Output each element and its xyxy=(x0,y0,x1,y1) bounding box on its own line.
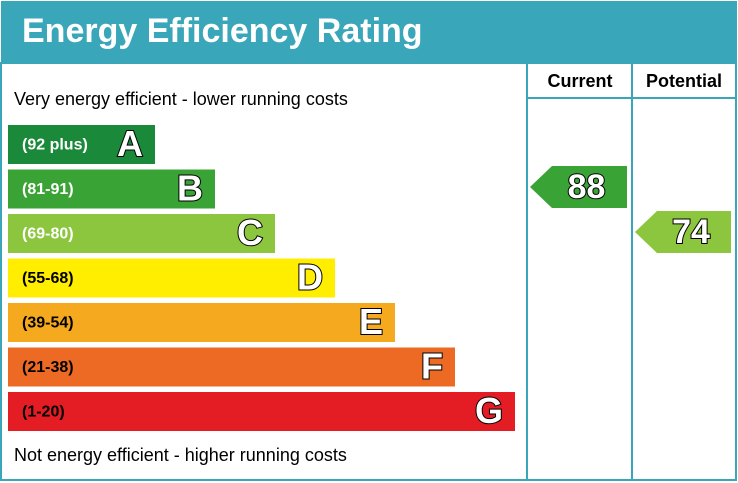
band-letter: E xyxy=(359,301,383,342)
column-header: Potential xyxy=(646,71,722,91)
top-note: Very energy efficient - lower running co… xyxy=(14,89,348,109)
band-bar xyxy=(8,392,515,431)
title: Energy Efficiency Rating xyxy=(22,12,423,50)
bottom-note: Not energy efficient - higher running co… xyxy=(14,445,347,465)
band-bar xyxy=(8,125,155,164)
rating-arrow xyxy=(530,166,627,208)
band-letter: B xyxy=(177,168,203,209)
band-bar xyxy=(8,303,395,342)
band-range: (39-54) xyxy=(22,315,74,332)
band-bar xyxy=(8,347,455,387)
header-bar xyxy=(1,1,737,63)
rating-arrow xyxy=(635,211,731,253)
band-range: (1-20) xyxy=(22,404,65,421)
band-letter: C xyxy=(237,212,263,253)
band-bar xyxy=(8,214,275,253)
band-letter: G xyxy=(475,390,503,431)
band-bar xyxy=(8,258,335,298)
rating-value: 74 xyxy=(672,213,710,251)
band-range: (92 plus) xyxy=(22,137,88,154)
band-letter: F xyxy=(421,346,443,387)
band-bar xyxy=(8,169,215,209)
band-letter: A xyxy=(117,123,143,164)
band-range: (69-80) xyxy=(22,226,74,243)
frame xyxy=(0,62,737,481)
band-letter: D xyxy=(297,257,323,298)
rating-value: 88 xyxy=(568,168,606,206)
band-range: (55-68) xyxy=(22,270,74,287)
column-header: Current xyxy=(547,71,612,91)
band-range: (21-38) xyxy=(22,359,74,376)
band-range: (81-91) xyxy=(22,181,74,198)
